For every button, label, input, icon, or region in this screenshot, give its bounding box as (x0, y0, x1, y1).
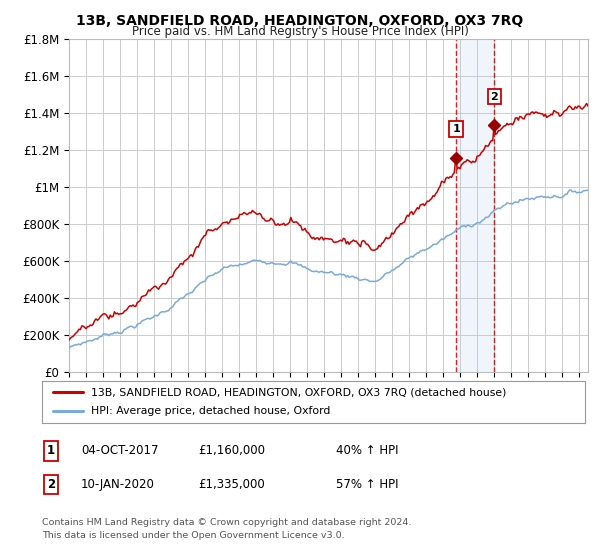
Text: 57% ↑ HPI: 57% ↑ HPI (336, 478, 398, 491)
Text: 13B, SANDFIELD ROAD, HEADINGTON, OXFORD, OX3 7RQ: 13B, SANDFIELD ROAD, HEADINGTON, OXFORD,… (76, 14, 524, 28)
Text: 04-OCT-2017: 04-OCT-2017 (81, 444, 158, 458)
Bar (456, 39, 494, 372)
Text: Price paid vs. HM Land Registry's House Price Index (HPI): Price paid vs. HM Land Registry's House … (131, 25, 469, 38)
Text: 13B, SANDFIELD ROAD, HEADINGTON, OXFORD, OX3 7RQ (detached house): 13B, SANDFIELD ROAD, HEADINGTON, OXFORD,… (91, 387, 506, 397)
Text: 2: 2 (47, 478, 55, 491)
Text: 40% ↑ HPI: 40% ↑ HPI (336, 444, 398, 458)
Text: 1: 1 (47, 444, 55, 458)
Text: 10-JAN-2020: 10-JAN-2020 (81, 478, 155, 491)
Text: HPI: Average price, detached house, Oxford: HPI: Average price, detached house, Oxfo… (91, 407, 330, 417)
Text: £1,160,000: £1,160,000 (198, 444, 265, 458)
Text: 1: 1 (452, 124, 460, 134)
Text: Contains HM Land Registry data © Crown copyright and database right 2024.
This d: Contains HM Land Registry data © Crown c… (42, 518, 412, 539)
Text: 2: 2 (491, 92, 498, 101)
Text: £1,335,000: £1,335,000 (198, 478, 265, 491)
